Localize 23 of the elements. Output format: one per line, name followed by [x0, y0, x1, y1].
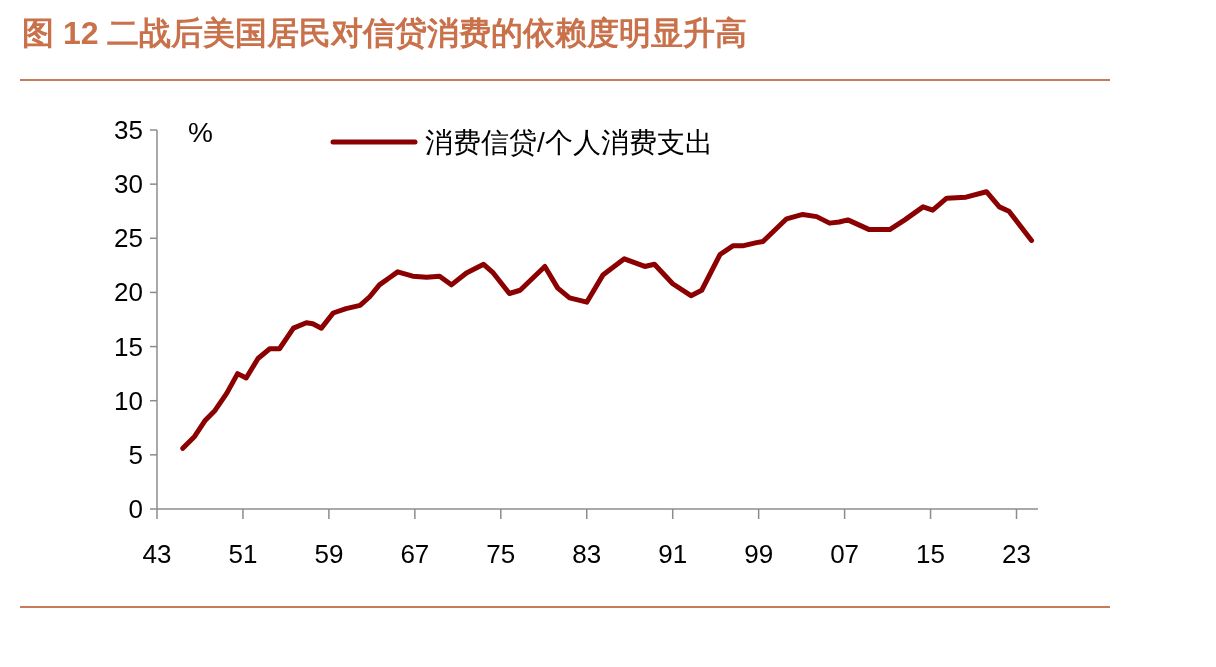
x-tick-label: 15 — [916, 539, 946, 569]
y-tick-label: 10 — [114, 385, 143, 416]
x-tick-label: 59 — [314, 539, 344, 569]
y-axis-title: % — [188, 117, 213, 148]
y-tick-label: 0 — [128, 494, 143, 524]
x-tick-label: 23 — [1002, 539, 1031, 569]
y-tick-label: 35 — [114, 115, 143, 145]
y-tick-label: 20 — [114, 277, 143, 308]
x-tick-label: 83 — [572, 539, 602, 569]
x-tick-label: 43 — [142, 539, 172, 569]
x-tick-label: 99 — [744, 539, 774, 569]
chart-title: 图 12 二战后美国居民对信贷消费的依赖度明显升高 — [22, 15, 748, 51]
x-tick-label: 67 — [400, 539, 430, 569]
y-tick-label: 15 — [114, 331, 143, 362]
x-tick-label: 51 — [228, 539, 258, 569]
y-tick-label: 30 — [114, 169, 143, 200]
y-tick-label: 25 — [114, 223, 143, 254]
x-tick-label: 07 — [830, 539, 860, 569]
legend-label: 消费信贷/个人消费支出 — [425, 127, 713, 158]
y-tick-label: 5 — [128, 439, 143, 470]
legend: 消费信贷/个人消费支出 — [330, 127, 713, 158]
x-tick-label: 91 — [658, 539, 688, 569]
x-tick-label: 75 — [486, 539, 516, 569]
